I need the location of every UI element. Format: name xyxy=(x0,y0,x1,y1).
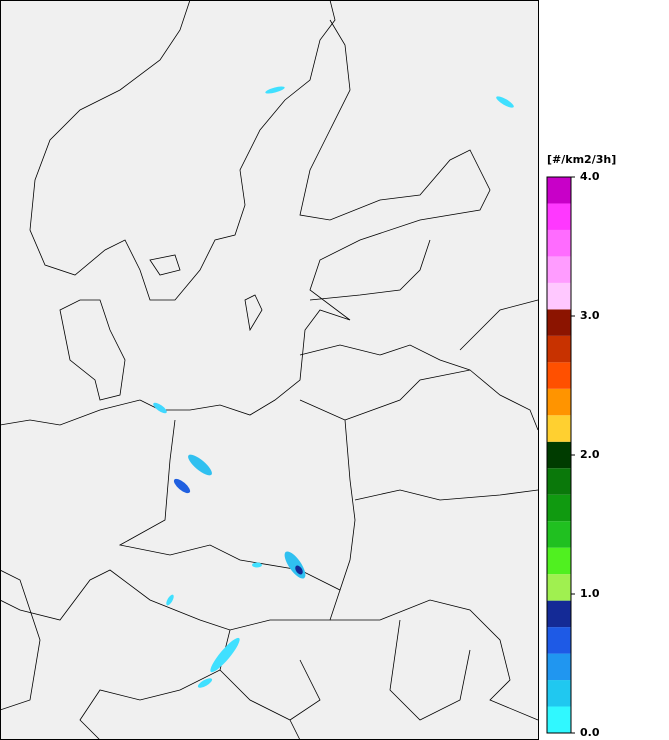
coastline xyxy=(29,0,336,301)
colorbar-tick-label: 2.0 xyxy=(580,448,600,461)
colorbar-bin xyxy=(547,653,571,681)
colorbar-bin xyxy=(547,441,571,469)
border xyxy=(289,719,301,740)
colorbar-bin xyxy=(547,574,571,601)
border xyxy=(0,569,341,631)
colorbar-bin xyxy=(547,547,571,575)
density-patch xyxy=(173,478,191,494)
colorbar-bin xyxy=(547,177,571,204)
island xyxy=(149,254,181,276)
density-patch xyxy=(252,562,262,568)
border xyxy=(330,599,539,721)
colorbar-bin xyxy=(547,229,571,257)
colorbar-bin xyxy=(547,680,571,707)
border xyxy=(309,239,431,301)
border xyxy=(389,619,471,721)
density-patch xyxy=(153,402,167,414)
colorbar: 0.0 1.0 2.0 3.0 4.0 xyxy=(546,170,600,739)
border xyxy=(118,399,356,591)
colorbar-tick-label: 1.0 xyxy=(580,587,600,600)
density-patch xyxy=(496,96,514,108)
colorbar-tick-label: 4.0 xyxy=(580,170,600,183)
map-frame xyxy=(0,0,539,740)
colorbar-title: [#/km2/3h] xyxy=(547,153,616,166)
density-patch xyxy=(265,86,285,94)
colorbar-bin xyxy=(547,282,571,310)
density-patch xyxy=(188,454,212,476)
colorbar-bin xyxy=(547,388,571,416)
border xyxy=(459,299,539,351)
colorbar-tick-label: 0.0 xyxy=(580,726,600,739)
border xyxy=(299,344,471,371)
colorbar-bin xyxy=(547,627,571,654)
map xyxy=(0,0,539,740)
density-patch xyxy=(210,637,240,673)
colorbar-bin xyxy=(547,521,571,548)
colorbar-bin xyxy=(547,335,571,363)
coastline xyxy=(59,299,126,401)
colorbar-tick-label: 3.0 xyxy=(580,309,600,322)
island xyxy=(244,294,263,332)
colorbar-bin xyxy=(547,309,571,336)
density-patch xyxy=(166,594,174,606)
colorbar-bin xyxy=(547,494,571,522)
coastline xyxy=(139,19,491,416)
density-patch xyxy=(295,565,303,575)
colorbar-bin xyxy=(547,600,571,628)
colorbar-bin xyxy=(547,256,571,283)
density-patch xyxy=(197,678,213,688)
border xyxy=(0,569,41,711)
border xyxy=(354,489,539,501)
colorbar-bin xyxy=(547,362,571,389)
colorbar-bin xyxy=(547,468,571,495)
colorbar-bin xyxy=(547,706,571,733)
coastline xyxy=(0,399,141,426)
colorbar-bin xyxy=(547,203,571,230)
colorbar-bin xyxy=(547,415,571,442)
